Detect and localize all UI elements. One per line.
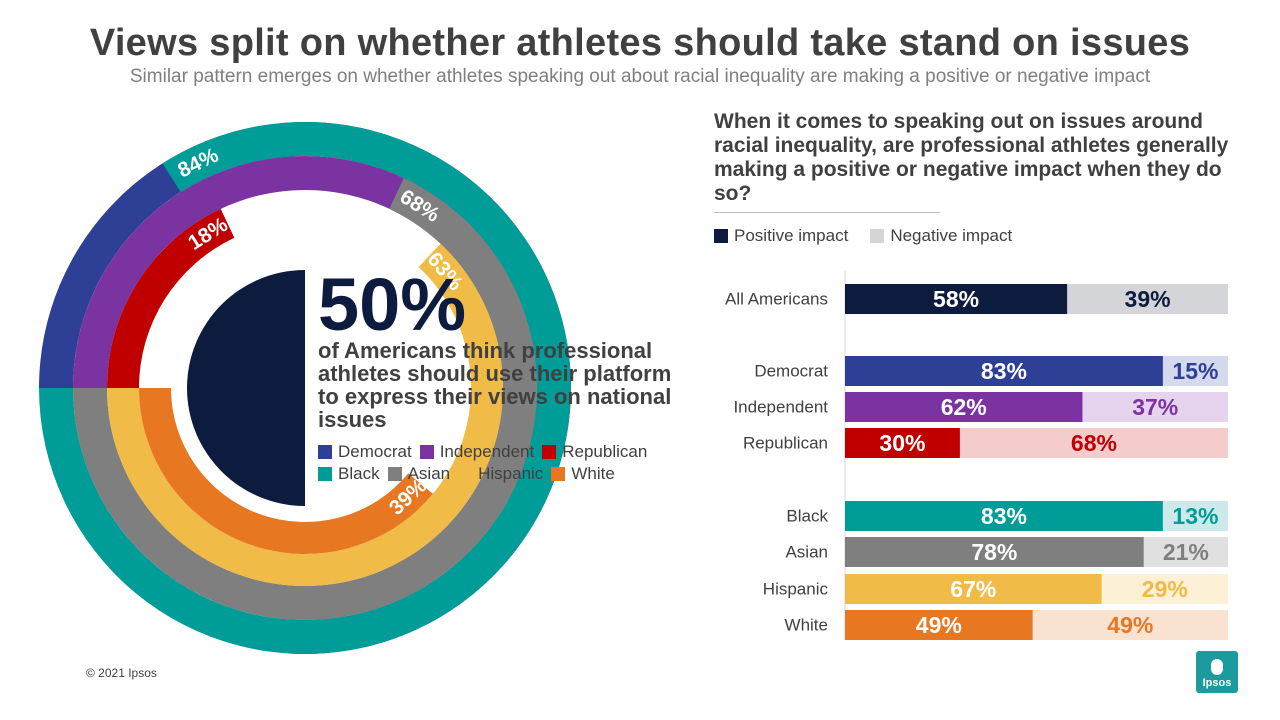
bar-legend: Positive impact Negative impact (714, 226, 1034, 246)
legend-label: Positive impact (734, 226, 849, 245)
legend-label: Democrat (338, 442, 412, 461)
ring-white (139, 388, 433, 554)
legend-swatch (458, 467, 473, 481)
logo-text: Ipsos (1202, 677, 1232, 689)
legend-swatch (387, 467, 402, 481)
value-label-negative-asian: 21% (1163, 539, 1209, 565)
category-label-all-americans: All Americans (725, 290, 828, 309)
legend-label: White (571, 464, 615, 483)
legend-item-negative: Negative impact (870, 226, 1012, 246)
legend-item-republican: Republican (542, 442, 647, 462)
bar-negative-white (1032, 610, 1228, 640)
value-label-negative-hispanic: 29% (1142, 576, 1188, 602)
bar-positive-asian (845, 537, 1144, 567)
category-label-hispanic: Hispanic (763, 580, 829, 599)
logo-icon (1211, 659, 1223, 675)
legend-swatch (542, 445, 557, 459)
legend-item-black: Black (318, 464, 380, 484)
bar-positive-republican (845, 428, 960, 458)
headline-text: of Americans think professional athletes… (318, 338, 672, 432)
value-label-positive-democrat: 83% (981, 358, 1027, 384)
legend-label: Republican (562, 442, 648, 461)
bar-positive-all-americans (845, 284, 1068, 314)
legend-swatch (714, 229, 728, 243)
category-label-independent: Independent (733, 398, 828, 417)
bar-negative-hispanic (1101, 574, 1228, 604)
value-label-positive-republican: 30% (879, 430, 925, 456)
category-label-black: Black (786, 507, 828, 526)
bar-positive-hispanic (845, 574, 1102, 604)
value-label-negative-republican: 68% (1071, 430, 1117, 456)
legend-item-independent: Independent (419, 442, 535, 462)
bar-negative-all-americans (1067, 284, 1228, 314)
bar-negative-black (1162, 501, 1228, 531)
bar-positive-black (845, 501, 1163, 531)
value-label-negative-all-americans: 39% (1125, 286, 1171, 312)
bar-positive-white (845, 610, 1033, 640)
headline-percent: 50% (318, 263, 467, 346)
legend-label: Independent (439, 442, 535, 461)
radial-legend: Democrat Independent Republican Black As… (318, 441, 655, 485)
legend-label: Asian (407, 464, 451, 483)
ring-republican (107, 208, 235, 388)
legend-item-positive: Positive impact (714, 226, 848, 246)
bar-negative-republican (959, 428, 1228, 458)
value-label-positive-all-americans: 58% (933, 286, 979, 312)
value-label-positive-asian: 78% (971, 539, 1017, 565)
category-label-white: White (785, 616, 828, 635)
copyright: © 2021 Ipsos (86, 666, 157, 680)
page-title: Views split on whether athletes should t… (89, 22, 1191, 64)
legend-item-hispanic: Hispanic (458, 464, 543, 484)
legend-label: Black (338, 464, 380, 483)
value-label-positive-hispanic: 67% (950, 576, 996, 602)
legend-item-white: White (551, 464, 615, 484)
legend-swatch (318, 445, 332, 459)
radial-bar-chart: 76%57%18%84%68%63%39% (39, 121, 572, 655)
value-label-positive-black: 83% (981, 503, 1027, 529)
bar-negative-independent (1082, 392, 1228, 422)
ring-hispanic (107, 243, 504, 586)
total-half-disc (187, 270, 305, 506)
legend-label: Hispanic (478, 464, 544, 483)
category-label-democrat: Democrat (754, 362, 828, 381)
page-subtitle: Similar pattern emerges on whether athle… (129, 66, 1151, 87)
bar-negative-asian (1143, 537, 1228, 567)
legend-swatch (551, 467, 566, 481)
legend-item-asian: Asian (387, 464, 451, 484)
legend-swatch (419, 445, 434, 459)
value-label-negative-independent: 37% (1132, 394, 1178, 420)
value-label-positive-white: 49% (916, 612, 962, 638)
value-label-negative-white: 49% (1107, 612, 1153, 638)
bar-chart-question: When it comes to speaking out on issues … (714, 110, 1229, 205)
category-label-asian: Asian (785, 543, 828, 562)
ipsos-logo: Ipsos (1196, 651, 1238, 693)
value-label-positive-independent: 62% (941, 394, 987, 420)
category-label-republican: Republican (743, 434, 828, 453)
bar-positive-independent (845, 392, 1083, 422)
bar-negative-democrat (1162, 356, 1228, 386)
value-label-negative-black: 13% (1172, 503, 1218, 529)
legend-item-democrat: Democrat (318, 442, 412, 462)
legend-label: Negative impact (890, 226, 1013, 245)
question-divider (714, 212, 940, 213)
value-label-negative-democrat: 15% (1172, 358, 1218, 384)
legend-swatch (318, 467, 332, 481)
bar-positive-democrat (845, 356, 1163, 386)
legend-swatch (870, 229, 885, 243)
